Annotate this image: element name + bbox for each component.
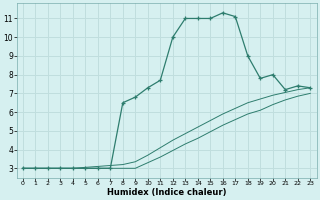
X-axis label: Humidex (Indice chaleur): Humidex (Indice chaleur) [107, 188, 226, 197]
